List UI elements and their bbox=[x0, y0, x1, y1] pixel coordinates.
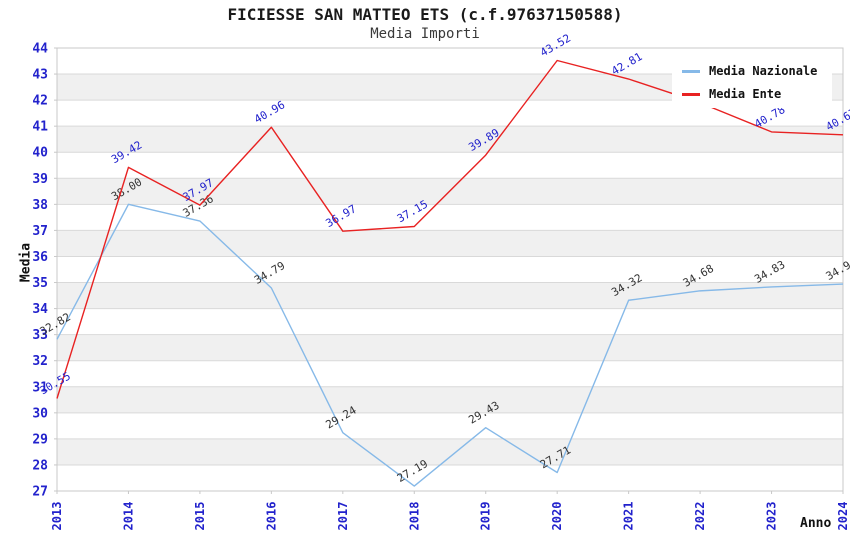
x-axis-title: Anno bbox=[800, 516, 832, 531]
y-tick-label: 31 bbox=[32, 380, 48, 395]
y-tick-label: 42 bbox=[32, 94, 48, 109]
x-tick-label: 2013 bbox=[50, 502, 64, 531]
data-point-label-media-nazionale: 34.94 bbox=[824, 255, 850, 283]
legend: Media Nazionale Media Ente bbox=[672, 57, 832, 108]
plot-band bbox=[57, 282, 843, 309]
y-tick-label: 41 bbox=[32, 120, 48, 135]
chart-title: FICIESSE SAN MATTEO ETS (c.f.97637150588… bbox=[227, 5, 623, 24]
plot-band bbox=[57, 334, 843, 361]
plot-band bbox=[57, 230, 843, 257]
y-tick-label: 32 bbox=[32, 354, 48, 369]
y-tick-label: 27 bbox=[32, 485, 48, 500]
plot-band bbox=[57, 386, 843, 413]
y-tick-label: 37 bbox=[32, 224, 48, 239]
y-tick-label: 43 bbox=[32, 68, 48, 83]
y-tick-label: 33 bbox=[32, 328, 48, 343]
x-tick-label: 2019 bbox=[479, 502, 493, 531]
y-tick-label: 39 bbox=[32, 172, 48, 187]
y-tick-label: 38 bbox=[32, 198, 48, 213]
y-tick-label: 36 bbox=[32, 250, 48, 265]
data-point-label-media-ente: 40.67 bbox=[824, 106, 850, 134]
data-point-label-media-nazionale: 34.83 bbox=[752, 258, 787, 286]
x-tick-label: 2024 bbox=[836, 502, 850, 531]
plot-band bbox=[57, 126, 843, 153]
y-tick-label: 29 bbox=[32, 432, 48, 447]
legend-item-media-nazionale: Media Nazionale bbox=[682, 64, 824, 78]
x-tick-label: 2016 bbox=[264, 502, 278, 531]
legend-line-swatch-ente bbox=[682, 92, 700, 96]
chart-subtitle: Media Importi bbox=[370, 26, 480, 42]
y-tick-label: 44 bbox=[32, 42, 48, 57]
data-point-label-media-ente: 43.52 bbox=[538, 32, 573, 60]
legend-line-swatch-nazionale bbox=[682, 69, 700, 73]
x-tick-label: 2020 bbox=[550, 502, 564, 531]
x-tick-label: 2018 bbox=[407, 502, 421, 531]
x-tick-label: 2015 bbox=[193, 502, 207, 531]
y-tick-label: 35 bbox=[32, 276, 48, 291]
legend-label: Media Ente bbox=[709, 87, 782, 101]
x-tick-label: 2021 bbox=[622, 502, 636, 531]
y-axis-title: Media bbox=[18, 242, 34, 283]
x-tick-label: 2017 bbox=[336, 502, 350, 531]
legend-label: Media Nazionale bbox=[709, 64, 818, 78]
x-tick-label: 2014 bbox=[121, 502, 135, 531]
plot-band bbox=[57, 438, 843, 465]
y-tick-label: 30 bbox=[32, 406, 48, 421]
x-tick-label: 2022 bbox=[693, 502, 707, 531]
plot-border bbox=[56, 47, 844, 492]
legend-item-media-ente: Media Ente bbox=[682, 87, 824, 101]
data-point-label-media-ente: 36.97 bbox=[323, 202, 358, 230]
series-line-media-nazionale bbox=[56, 203, 844, 487]
data-point-label-media-ente: 40.96 bbox=[252, 98, 287, 126]
y-tick-label: 40 bbox=[32, 146, 48, 161]
x-tick-label: 2023 bbox=[765, 502, 779, 531]
y-tick-label: 28 bbox=[32, 458, 48, 473]
y-tick-label: 34 bbox=[32, 302, 48, 317]
